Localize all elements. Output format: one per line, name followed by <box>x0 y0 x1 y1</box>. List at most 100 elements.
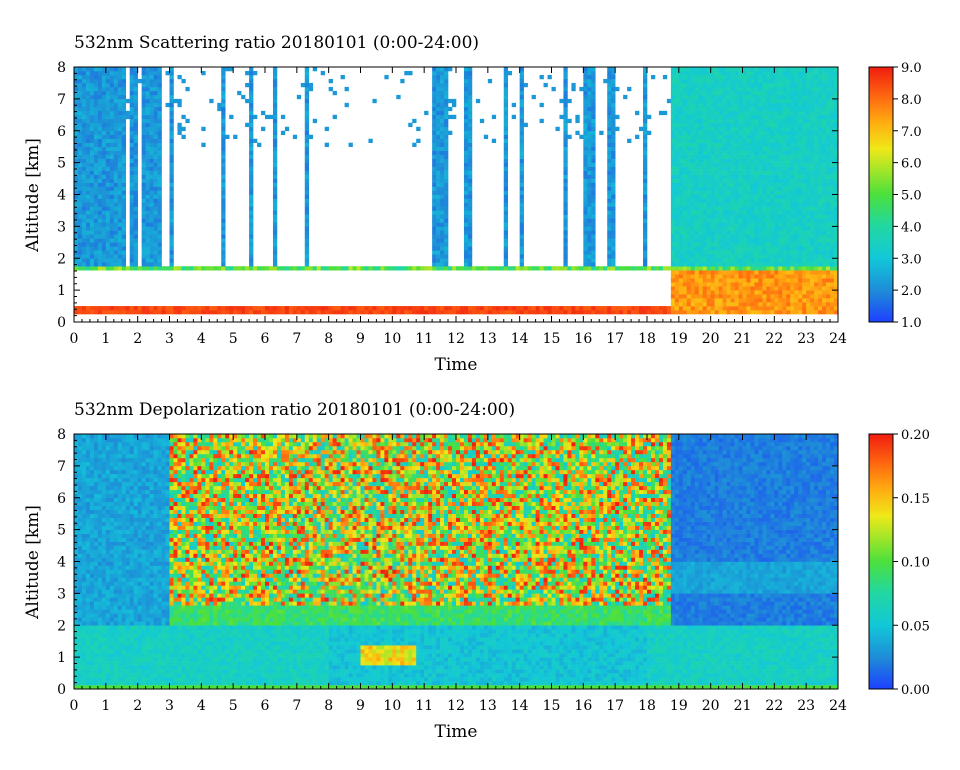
heatmap-cell <box>694 90 700 96</box>
heatmap-cell <box>678 86 684 92</box>
heatmap-cell <box>77 158 83 163</box>
heatmap-cell <box>686 198 692 203</box>
heatmap-cell <box>519 162 524 167</box>
heatmap-cell <box>782 154 787 159</box>
heatmap-cell <box>790 182 795 187</box>
heatmap-cell <box>611 218 616 223</box>
heatmap-cell <box>97 214 103 219</box>
heatmap-cell <box>105 254 111 259</box>
heatmap-cell <box>670 194 676 199</box>
heatmap-cell <box>802 154 807 159</box>
heatmap-cell <box>742 198 747 203</box>
heatmap-cell <box>157 74 162 80</box>
heatmap-cell <box>117 162 123 167</box>
heatmap-cell <box>790 86 795 92</box>
heatmap-cell <box>169 70 174 76</box>
heatmap-cell <box>766 170 771 175</box>
heatmap-cell <box>790 302 795 307</box>
heatmap-cell <box>93 102 99 108</box>
heatmap-cell <box>758 122 763 128</box>
heatmap-cell <box>726 146 731 151</box>
heatmap-cell <box>129 182 134 187</box>
heatmap-cell <box>607 230 612 235</box>
heatmap-cell <box>153 166 158 171</box>
heatmap-cell <box>93 246 99 251</box>
heatmap-cell <box>304 78 310 84</box>
heatmap-cell <box>722 134 727 140</box>
heatmap-cell <box>758 166 763 171</box>
heatmap-cell <box>742 110 747 116</box>
heatmap-cell <box>249 162 254 167</box>
heatmap-cell <box>157 206 162 211</box>
heatmap-cell <box>714 130 719 136</box>
heatmap-cell <box>810 94 815 100</box>
heatmap-cell <box>169 162 174 167</box>
heatmap-cell <box>85 67 91 72</box>
heatmap-cell <box>372 306 377 311</box>
heatmap-cell <box>436 254 441 259</box>
heatmap-cell <box>563 266 568 271</box>
heatmap-cell <box>221 210 226 215</box>
heatmap-cell <box>101 90 107 96</box>
heatmap-cell <box>682 258 688 263</box>
heatmap-cell <box>750 290 755 295</box>
heatmap-cell <box>153 198 158 203</box>
heatmap-cell <box>169 266 174 271</box>
heatmap-cell <box>658 266 664 271</box>
heatmap-cell <box>702 298 707 303</box>
heatmap-cell <box>742 298 747 303</box>
heatmap-cell <box>722 158 727 163</box>
heatmap-cell <box>221 78 226 84</box>
heatmap-cell <box>436 86 441 92</box>
heatmap-cell <box>304 114 310 120</box>
heatmap-cell <box>272 230 278 235</box>
heatmap-cell <box>754 170 759 175</box>
heatmap-cell <box>467 226 473 231</box>
heatmap-cell <box>320 310 325 315</box>
heatmap-cell <box>444 246 449 251</box>
heatmap-cell <box>674 174 680 179</box>
heatmap-cell <box>690 266 696 271</box>
heatmap-cell <box>141 138 146 143</box>
heatmap-cell <box>718 94 723 100</box>
heatmap-cell <box>503 266 509 271</box>
heatmap-cell <box>710 82 715 88</box>
heatmap-cell <box>694 190 700 195</box>
heatmap-cell <box>635 110 640 116</box>
heatmap-cell <box>81 162 87 167</box>
heatmap-cell <box>678 230 684 235</box>
heatmap-cell <box>109 67 115 72</box>
heatmap-cell <box>467 258 473 263</box>
heatmap-cell <box>145 226 150 231</box>
heatmap-cell <box>205 310 210 315</box>
heatmap-cell <box>268 306 274 311</box>
heatmap-cell <box>249 67 254 72</box>
heatmap-cell <box>74 242 79 247</box>
heatmap-cell <box>272 90 278 96</box>
heatmap-cell <box>794 122 799 128</box>
heatmap-cell <box>117 242 123 247</box>
heatmap-cell <box>690 210 696 215</box>
heatmap-cell <box>304 102 310 108</box>
heatmap-cell <box>818 298 823 303</box>
heatmap-cell <box>786 190 791 195</box>
heatmap-cell <box>101 86 107 92</box>
heatmap-cell <box>810 222 815 227</box>
heatmap-cell <box>153 78 158 84</box>
heatmap-cell <box>81 246 87 251</box>
heatmap-cell <box>237 266 242 271</box>
heatmap-cell <box>790 250 795 255</box>
heatmap-cell <box>145 210 150 215</box>
heatmap-cell <box>133 118 138 124</box>
heatmap-cell <box>149 190 154 195</box>
heatmap-cell <box>74 310 79 315</box>
heatmap-cell <box>806 90 811 96</box>
heatmap-cell <box>249 110 254 116</box>
heatmap-cell <box>304 186 310 191</box>
heatmap-cell <box>754 238 759 243</box>
heatmap-cell <box>678 290 684 295</box>
heatmap-cell <box>456 266 461 271</box>
heatmap-cell <box>670 74 676 80</box>
heatmap-cell <box>694 218 700 223</box>
heatmap-cell <box>734 266 739 271</box>
